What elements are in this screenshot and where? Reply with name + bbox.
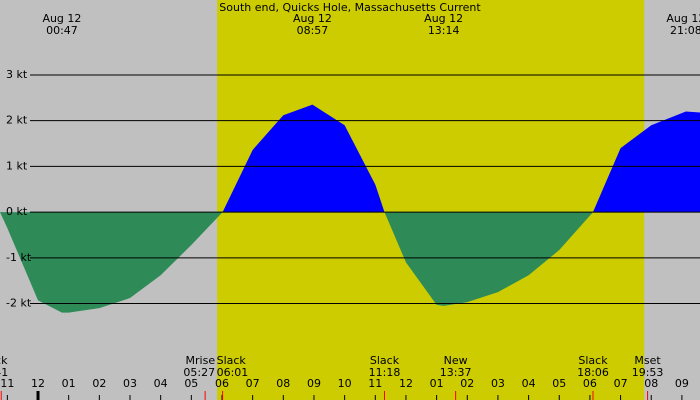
y-tick-label: 1 kt [6,159,28,172]
x-tick-label: 09 [675,377,689,390]
extreme-date: Aug 12 [42,12,81,25]
event-time: 06:01 [217,366,249,379]
x-tick-label: 09 [307,377,321,390]
x-tick-label: 05 [552,377,566,390]
ebb-area [0,212,593,313]
event-name: Mrise [186,354,216,367]
extreme-date: Aug 12 [424,12,463,25]
y-tick-label: 0 kt [6,205,28,218]
extreme-time: 21:08 [670,24,700,37]
x-tick-label: 11 [0,377,14,390]
x-tick-label: 04 [154,377,168,390]
x-tick-label: 01 [62,377,76,390]
event-name: Slack [370,354,400,367]
event-name: Mset [634,354,661,367]
plot [0,74,700,313]
x-tick-label: 07 [246,377,260,390]
x-tick-label: 02 [460,377,474,390]
event-name: New [444,354,468,367]
x-tick-label: 11 [368,377,382,390]
x-tick-label: 12 [31,377,45,390]
event-time: 11:18 [369,366,401,379]
y-tick-label: 2 kt [6,114,28,127]
x-tick-label: 04 [522,377,536,390]
extreme-date: Aug 12 [293,12,332,25]
y-tick-label: -2 kt [6,297,32,310]
y-tick-label: -1 kt [6,251,32,264]
x-tick-label: 06 [583,377,597,390]
x-tick-label: 07 [614,377,628,390]
y-tick-label: 3 kt [6,68,28,81]
x-tick-label: 10 [338,377,352,390]
x-tick-label: 12 [399,377,413,390]
x-tick-label: 06 [215,377,229,390]
chart-title: South end, Quicks Hole, Massachusetts Cu… [219,1,481,14]
extreme-time: 13:14 [428,24,460,37]
event-name: Slack [217,354,247,367]
x-tick-label: 08 [644,377,658,390]
x-tick-label: 03 [123,377,137,390]
x-tick-label: 08 [276,377,290,390]
event-time: 13:37 [440,366,472,379]
event-name: Slack [578,354,608,367]
event-time: 41 [0,366,8,379]
event-time: 18:06 [577,366,609,379]
event-name: ck [0,354,8,367]
labels: 3 kt 2 kt 1 kt 0 kt -1 kt -2 kt 11 12 01 02 03 04 05… [0,12,700,400]
extreme-time: 00:47 [46,24,78,37]
flood-area [0,104,700,213]
event-time: 19:53 [632,366,664,379]
x-tick-label: 01 [430,377,444,390]
x-tick-label: 03 [491,377,505,390]
x-tick-label: 02 [92,377,106,390]
extreme-time: 08:57 [297,24,329,37]
extreme-date: Aug 12 [666,12,700,25]
event-time: 05:27 [183,366,215,379]
x-tick-label: 05 [184,377,198,390]
